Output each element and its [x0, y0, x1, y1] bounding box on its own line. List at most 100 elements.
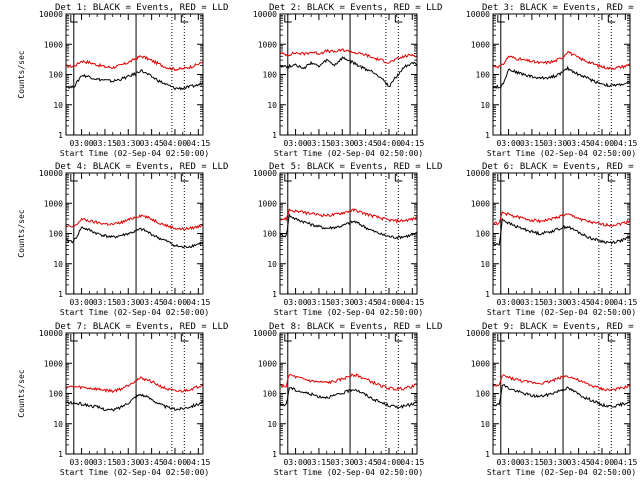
marker-bracket	[70, 174, 78, 182]
y-tick-label: 1	[272, 131, 277, 140]
x-axis-label: Start Time (02-Sep-04 02:50:00)	[60, 308, 209, 317]
x-tick-label: 04:15	[613, 458, 637, 467]
panel-9: Det 9: BLACK = Events, RED = LLD Start Ti…	[466, 322, 640, 477]
marker-bracket	[497, 15, 505, 23]
panel-title: Det 6: BLACK = Events, RED = LLD	[482, 162, 640, 172]
plot-frame	[65, 13, 204, 136]
x-tick-label: 03:30	[543, 298, 567, 307]
panel-title: Det 1: BLACK = Events, RED = LLD	[55, 3, 228, 13]
panel-title: Det 5: BLACK = Events, RED = LLD	[269, 162, 442, 172]
black-series-line	[279, 387, 418, 410]
panel-2: Det 2: BLACK = Events, RED = LLD Start Ti…	[253, 3, 442, 158]
y-tick-label: 10	[53, 101, 63, 110]
red-series-line	[279, 48, 418, 64]
x-tick-label: 04:15	[186, 139, 210, 148]
x-tick-label: 03:45	[140, 458, 164, 467]
panel-8: Det 8: BLACK = Events, RED = LLD Start Ti…	[253, 322, 442, 477]
x-tick-label: 04:00	[163, 139, 187, 148]
y-axis-label: Counts/sec	[17, 369, 26, 417]
y-tick-label: 1000	[258, 199, 277, 208]
y-tick-label: 100	[476, 230, 491, 239]
plot-frame	[279, 13, 418, 136]
y-axis-label: Counts/sec	[17, 50, 26, 98]
x-tick-label: 03:45	[567, 458, 591, 467]
marker-bracket	[180, 334, 189, 342]
plot-frame	[279, 332, 418, 455]
x-tick-label: 03:30	[543, 139, 567, 148]
x-tick-label: 03:30	[330, 458, 354, 467]
panel-title: Det 8: BLACK = Events, RED = LLD	[269, 322, 442, 332]
x-tick-label: 03:00	[70, 139, 94, 148]
y-tick-label: 100	[476, 71, 491, 80]
marker-bracket	[284, 334, 292, 342]
x-tick-label: 03:45	[354, 139, 378, 148]
x-tick-label: 04:15	[186, 298, 210, 307]
x-tick-label: 03:00	[284, 458, 308, 467]
y-tick-label: 100	[49, 230, 64, 239]
x-tick-label: 03:30	[330, 139, 354, 148]
marker-bracket	[180, 174, 189, 182]
marker-bracket	[70, 334, 78, 342]
marker-bracket	[607, 15, 616, 23]
marker-bracket	[284, 15, 292, 23]
x-tick-label: 04:00	[163, 458, 187, 467]
y-tick-label: 1	[58, 131, 63, 140]
y-tick-label: 1	[272, 290, 277, 299]
x-tick-label: 04:00	[590, 298, 614, 307]
x-tick-label: 03:00	[497, 458, 521, 467]
y-tick-label: 10	[53, 260, 63, 269]
y-tick-label: 10	[480, 101, 490, 110]
marker-bracket	[394, 334, 403, 342]
y-tick-label: 10000	[253, 329, 277, 338]
panel-title: Det 9: BLACK = Events, RED = LLD	[482, 322, 640, 332]
x-axis-label: Start Time (02-Sep-04 02:50:00)	[60, 468, 209, 477]
y-tick-label: 10000	[39, 10, 63, 19]
red-series-line	[65, 214, 204, 231]
x-tick-label: 03:30	[116, 458, 140, 467]
x-tick-label: 03:15	[93, 298, 117, 307]
y-tick-label: 1000	[44, 359, 63, 368]
red-series-line	[66, 55, 204, 72]
x-tick-label: 03:15	[520, 139, 544, 148]
panel-1: Det 1: BLACK = Events, RED = LLD Counts/s…	[17, 3, 228, 158]
x-tick-label: 04:15	[613, 139, 637, 148]
y-tick-label: 10	[267, 260, 277, 269]
red-series-line	[492, 50, 630, 71]
plot-frame	[492, 13, 631, 136]
panel-6: Det 6: BLACK = Events, RED = LLD Start Ti…	[466, 162, 640, 317]
y-tick-label: 1000	[44, 199, 63, 208]
panel-4: Det 4: BLACK = Events, RED = LLD Counts/s…	[17, 162, 228, 317]
marker-bracket	[607, 174, 616, 182]
black-series-line	[65, 68, 204, 91]
x-tick-label: 03:15	[520, 298, 544, 307]
y-tick-label: 1000	[471, 40, 490, 49]
x-tick-label: 03:30	[330, 298, 354, 307]
x-axis-label: Start Time (02-Sep-04 02:50:00)	[274, 149, 423, 158]
y-tick-label: 10000	[39, 329, 63, 338]
y-tick-label: 1	[485, 131, 490, 140]
x-tick-label: 03:15	[93, 458, 117, 467]
panel-3: Det 3: BLACK = Events, RED = LLD Start Ti…	[466, 3, 640, 158]
x-axis-label: Start Time (02-Sep-04 02:50:00)	[487, 308, 636, 317]
plot-frame	[492, 172, 631, 295]
panel-title: Det 4: BLACK = Events, RED = LLD	[55, 162, 228, 172]
x-tick-label: 04:00	[377, 139, 401, 148]
black-series-line	[279, 56, 418, 88]
x-tick-label: 03:30	[116, 298, 140, 307]
red-series-line	[280, 373, 418, 391]
y-tick-label: 1000	[44, 40, 63, 49]
x-axis-label: Start Time (02-Sep-04 02:50:00)	[60, 149, 209, 158]
marker-bracket	[394, 174, 403, 182]
x-tick-label: 03:00	[497, 298, 521, 307]
y-tick-label: 10000	[253, 169, 277, 178]
red-series-line	[65, 376, 204, 394]
x-tick-label: 03:00	[70, 458, 94, 467]
x-tick-label: 03:30	[543, 458, 567, 467]
black-series-line	[279, 213, 418, 240]
x-tick-label: 03:00	[497, 139, 521, 148]
y-tick-label: 1	[272, 450, 277, 459]
x-tick-label: 03:00	[70, 298, 94, 307]
y-tick-label: 1	[58, 450, 63, 459]
y-tick-label: 1	[485, 290, 490, 299]
